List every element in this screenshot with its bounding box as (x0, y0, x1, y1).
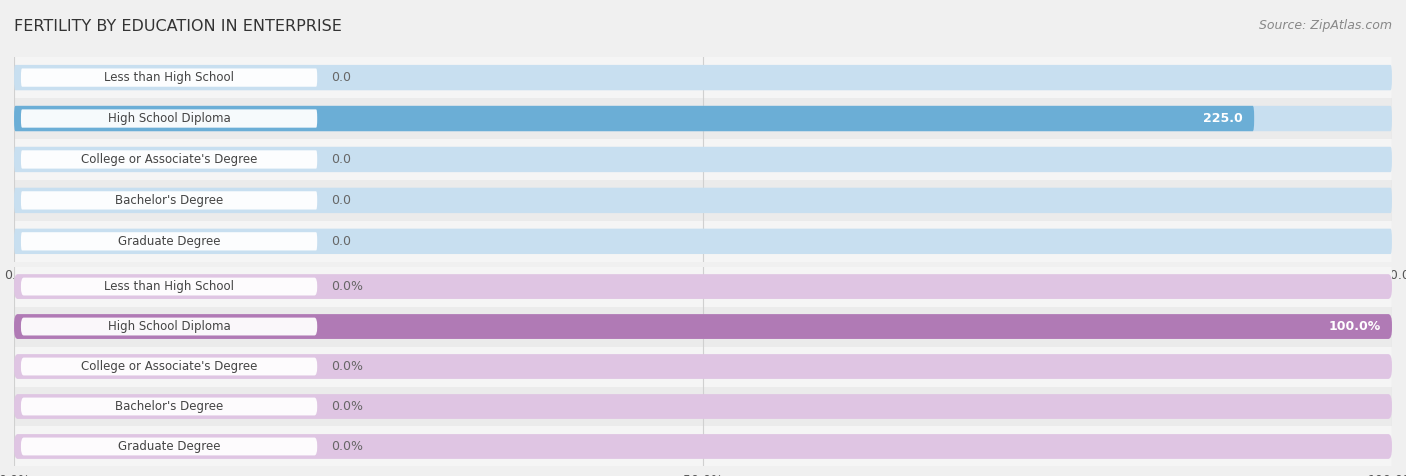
FancyBboxPatch shape (14, 387, 1392, 426)
FancyBboxPatch shape (21, 109, 318, 128)
Text: College or Associate's Degree: College or Associate's Degree (82, 360, 257, 373)
FancyBboxPatch shape (14, 274, 1392, 299)
Text: Less than High School: Less than High School (104, 280, 233, 293)
FancyBboxPatch shape (14, 180, 1392, 221)
Text: Graduate Degree: Graduate Degree (118, 235, 221, 248)
FancyBboxPatch shape (21, 232, 318, 250)
FancyBboxPatch shape (21, 150, 318, 169)
Text: 0.0: 0.0 (330, 153, 352, 166)
FancyBboxPatch shape (14, 147, 1392, 172)
Text: 0.0: 0.0 (330, 194, 352, 207)
FancyBboxPatch shape (14, 188, 1392, 213)
Text: 0.0: 0.0 (330, 235, 352, 248)
FancyBboxPatch shape (21, 397, 318, 416)
FancyBboxPatch shape (14, 426, 1392, 466)
FancyBboxPatch shape (14, 106, 1392, 131)
Text: 100.0%: 100.0% (1329, 320, 1381, 333)
Text: Bachelor's Degree: Bachelor's Degree (115, 400, 224, 413)
FancyBboxPatch shape (14, 394, 1392, 419)
Text: 225.0: 225.0 (1204, 112, 1243, 125)
Text: 0.0%: 0.0% (330, 440, 363, 453)
FancyBboxPatch shape (21, 69, 318, 87)
FancyBboxPatch shape (14, 57, 1392, 98)
FancyBboxPatch shape (21, 357, 318, 376)
FancyBboxPatch shape (14, 267, 1392, 307)
Text: FERTILITY BY EDUCATION IN ENTERPRISE: FERTILITY BY EDUCATION IN ENTERPRISE (14, 19, 342, 34)
FancyBboxPatch shape (14, 347, 1392, 387)
Text: High School Diploma: High School Diploma (108, 112, 231, 125)
Text: College or Associate's Degree: College or Associate's Degree (82, 153, 257, 166)
Text: High School Diploma: High School Diploma (108, 320, 231, 333)
Text: 0.0: 0.0 (330, 71, 352, 84)
FancyBboxPatch shape (14, 106, 1254, 131)
FancyBboxPatch shape (21, 317, 318, 336)
Text: Source: ZipAtlas.com: Source: ZipAtlas.com (1258, 19, 1392, 32)
FancyBboxPatch shape (14, 221, 1392, 262)
Text: Bachelor's Degree: Bachelor's Degree (115, 194, 224, 207)
FancyBboxPatch shape (14, 434, 1392, 459)
FancyBboxPatch shape (14, 228, 1392, 254)
Text: Graduate Degree: Graduate Degree (118, 440, 221, 453)
FancyBboxPatch shape (14, 98, 1392, 139)
Text: 0.0%: 0.0% (330, 280, 363, 293)
FancyBboxPatch shape (21, 278, 318, 296)
Text: Less than High School: Less than High School (104, 71, 233, 84)
FancyBboxPatch shape (14, 314, 1392, 339)
FancyBboxPatch shape (14, 314, 1392, 339)
FancyBboxPatch shape (14, 65, 1392, 90)
FancyBboxPatch shape (14, 354, 1392, 379)
FancyBboxPatch shape (21, 191, 318, 209)
Text: 0.0%: 0.0% (330, 360, 363, 373)
FancyBboxPatch shape (14, 307, 1392, 347)
FancyBboxPatch shape (21, 437, 318, 456)
FancyBboxPatch shape (14, 139, 1392, 180)
Text: 0.0%: 0.0% (330, 400, 363, 413)
